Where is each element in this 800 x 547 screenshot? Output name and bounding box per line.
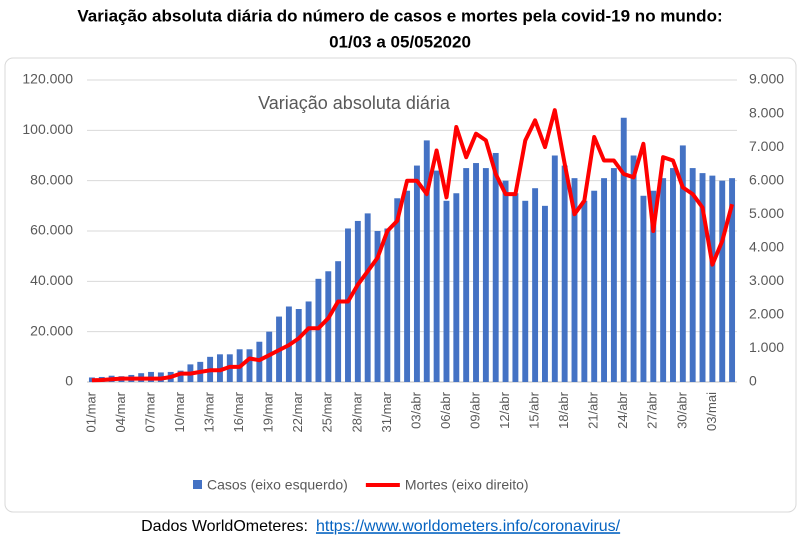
bar bbox=[512, 193, 519, 382]
x-tick-label: 03/abr bbox=[408, 391, 423, 429]
x-tick-label: 12/abr bbox=[497, 391, 512, 429]
x-tick-label: 24/abr bbox=[615, 391, 630, 429]
bar bbox=[246, 349, 253, 382]
x-tick-label: 09/abr bbox=[467, 391, 482, 429]
source-label: Dados WorldOmeteres: bbox=[141, 518, 308, 535]
bar bbox=[699, 173, 706, 382]
bar bbox=[354, 220, 361, 382]
bar bbox=[453, 193, 460, 382]
bar bbox=[729, 178, 736, 382]
source-link[interactable]: https://www.worldometers.info/coronaviru… bbox=[316, 518, 621, 535]
bar bbox=[610, 168, 617, 382]
x-tick-label: 25/mar bbox=[320, 391, 335, 432]
bar bbox=[719, 180, 726, 382]
bar bbox=[394, 198, 401, 382]
bar bbox=[660, 178, 667, 382]
y2-tick-label: 8.000 bbox=[749, 104, 784, 120]
x-tick-label: 13/mar bbox=[202, 391, 217, 432]
bar bbox=[492, 152, 499, 382]
bar bbox=[404, 190, 411, 382]
y2-tick-label: 3.000 bbox=[749, 272, 784, 288]
bar bbox=[542, 205, 548, 382]
bar bbox=[374, 231, 381, 382]
bar bbox=[601, 178, 607, 382]
bar bbox=[591, 190, 598, 382]
bar bbox=[551, 155, 558, 382]
bar bbox=[650, 190, 657, 382]
bar bbox=[413, 165, 420, 382]
x-tick-label: 21/abr bbox=[586, 391, 601, 429]
y2-tick-label: 4.000 bbox=[749, 238, 784, 254]
bar bbox=[640, 195, 647, 382]
y-tick-label: 0 bbox=[65, 373, 73, 389]
annotation: Variação absoluta diária bbox=[258, 93, 451, 113]
y-tick-label: 60.000 bbox=[30, 222, 73, 238]
bar bbox=[177, 370, 184, 382]
bar bbox=[620, 117, 627, 382]
chart-subtitle: 01/03 a 05/052020 bbox=[329, 32, 471, 51]
x-tick-label: 07/mar bbox=[142, 391, 157, 432]
bar bbox=[581, 200, 588, 382]
y-tick-label: 120.000 bbox=[22, 71, 73, 87]
x-tick-label: 28/mar bbox=[349, 391, 364, 432]
y-tick-label: 20.000 bbox=[30, 322, 73, 338]
legend-label: Mortes (eixo direito) bbox=[405, 477, 529, 493]
x-tick-label: 19/mar bbox=[261, 391, 276, 432]
x-tick-label: 04/mar bbox=[113, 391, 128, 432]
bar bbox=[630, 155, 637, 382]
x-tick-label: 16/mar bbox=[231, 391, 246, 432]
y2-tick-label: 1.000 bbox=[749, 339, 784, 355]
x-tick-label: 03/mai bbox=[704, 392, 719, 431]
bar bbox=[709, 175, 716, 382]
bar bbox=[433, 170, 440, 382]
bar bbox=[295, 309, 302, 382]
bar bbox=[443, 200, 450, 382]
x-tick-label: 18/abr bbox=[556, 391, 571, 429]
chart-title: Variação absoluta diária do número de ca… bbox=[77, 6, 722, 25]
bar bbox=[325, 271, 332, 382]
bar bbox=[502, 180, 509, 382]
bar bbox=[522, 200, 529, 382]
y2-tick-label: 7.000 bbox=[749, 138, 784, 154]
x-tick-label: 31/mar bbox=[379, 391, 394, 432]
y2-tick-label: 9.000 bbox=[749, 71, 784, 87]
y2-tick-label: 6.000 bbox=[749, 171, 784, 187]
y-tick-label: 40.000 bbox=[30, 272, 73, 288]
x-tick-label: 30/abr bbox=[674, 391, 689, 429]
bar bbox=[364, 213, 371, 382]
y2-tick-label: 2.000 bbox=[749, 306, 784, 322]
bar bbox=[670, 168, 676, 382]
bar bbox=[571, 178, 578, 382]
bar bbox=[532, 188, 539, 382]
y-tick-label: 80.000 bbox=[30, 171, 73, 187]
bar bbox=[217, 354, 223, 382]
bar bbox=[463, 168, 470, 382]
legend-swatch bbox=[193, 480, 202, 489]
bar bbox=[679, 145, 686, 382]
bar bbox=[423, 140, 430, 382]
bar bbox=[384, 228, 391, 382]
line bbox=[91, 108, 735, 383]
legend-label: Casos (eixo esquerdo) bbox=[207, 477, 348, 493]
chart-frame bbox=[4, 57, 797, 513]
y-tick-label: 100.000 bbox=[22, 121, 73, 137]
bar bbox=[345, 228, 351, 382]
x-tick-label: 10/mar bbox=[172, 391, 187, 432]
bar bbox=[305, 301, 312, 382]
y2-tick-label: 5.000 bbox=[749, 205, 784, 221]
bar bbox=[473, 163, 479, 382]
x-tick-label: 01/mar bbox=[83, 391, 98, 432]
x-tick-label: 27/abr bbox=[645, 391, 660, 429]
bar bbox=[482, 168, 489, 382]
x-tick-label: 15/abr bbox=[527, 391, 542, 429]
x-tick-label: 22/mar bbox=[290, 391, 305, 432]
bar bbox=[561, 165, 568, 382]
bar bbox=[315, 278, 322, 382]
y2-tick-label: 0 bbox=[749, 373, 757, 389]
x-tick-label: 06/abr bbox=[438, 391, 453, 429]
bar bbox=[335, 261, 342, 382]
bar bbox=[689, 168, 696, 382]
